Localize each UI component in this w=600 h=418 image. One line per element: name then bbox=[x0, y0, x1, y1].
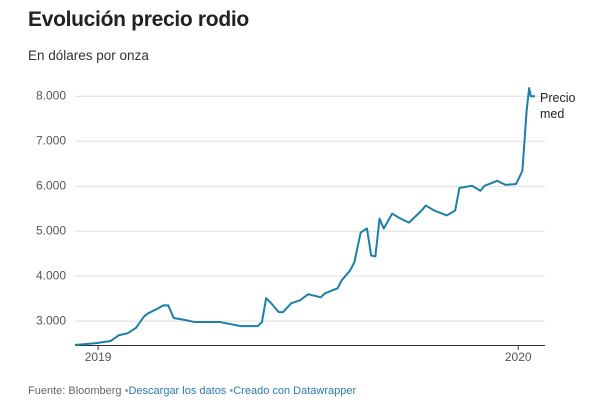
separator bbox=[226, 385, 233, 397]
y-tick-label: 6.000 bbox=[36, 178, 66, 192]
download-link[interactable]: Descargar los datos bbox=[128, 385, 227, 397]
footer: Fuente: Bloomberg Descargar los datos Crea… bbox=[28, 385, 356, 397]
source: Fuente: Bloomberg bbox=[28, 385, 122, 397]
chart-subtitle: En dólares por onza bbox=[28, 48, 149, 63]
y-tick-label: 5.000 bbox=[36, 223, 66, 237]
x-tick-label: 2019 bbox=[85, 350, 112, 364]
y-tick-label: 7.000 bbox=[36, 133, 66, 147]
line bbox=[74, 87, 535, 346]
y-tick-label: 3.000 bbox=[36, 313, 66, 327]
x-tick-label: 2020 bbox=[505, 350, 532, 364]
series-label: Precio med bbox=[540, 91, 576, 121]
chart-title: Evolución precio rodio bbox=[28, 8, 249, 31]
y-tick-label: 4.000 bbox=[36, 268, 66, 282]
y-tick-label: 8.000 bbox=[36, 88, 66, 102]
separator bbox=[122, 385, 129, 397]
datawrapper-link[interactable]: Creado con Datawrapper bbox=[233, 385, 357, 397]
